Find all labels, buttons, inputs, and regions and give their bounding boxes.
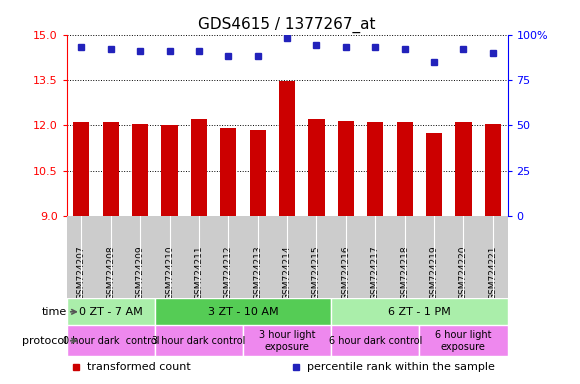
Bar	[367, 122, 383, 216]
Text: 3 hour dark control: 3 hour dark control	[153, 336, 245, 346]
Bar	[419, 325, 508, 356]
Bar	[155, 325, 243, 356]
Bar	[161, 126, 177, 216]
Text: transformed count: transformed count	[86, 362, 190, 372]
Bar	[455, 122, 472, 216]
Text: 6 hour light
exposure: 6 hour light exposure	[435, 330, 492, 352]
Text: 0 ZT - 7 AM: 0 ZT - 7 AM	[79, 307, 143, 317]
Text: 3 ZT - 10 AM: 3 ZT - 10 AM	[208, 307, 278, 317]
Text: 3 hour light
exposure: 3 hour light exposure	[259, 330, 316, 352]
Bar	[243, 325, 331, 356]
Text: 6 ZT - 1 PM: 6 ZT - 1 PM	[388, 307, 451, 317]
Text: 6 hour dark control: 6 hour dark control	[329, 336, 422, 346]
Bar	[155, 298, 331, 325]
Bar	[191, 119, 207, 216]
Bar	[220, 128, 237, 216]
Bar	[67, 298, 155, 325]
Bar	[103, 122, 119, 216]
Text: percentile rank within the sample: percentile rank within the sample	[307, 362, 495, 372]
Bar	[309, 119, 325, 216]
Text: 0 hour dark  control: 0 hour dark control	[63, 336, 159, 346]
Bar	[249, 130, 266, 216]
Bar	[132, 124, 148, 216]
Bar	[485, 124, 501, 216]
Bar	[67, 325, 155, 356]
Text: protocol: protocol	[22, 336, 67, 346]
Bar	[279, 81, 295, 216]
Bar	[338, 121, 354, 216]
Bar	[331, 298, 508, 325]
Bar	[426, 133, 442, 216]
Bar	[397, 122, 413, 216]
Title: GDS4615 / 1377267_at: GDS4615 / 1377267_at	[198, 17, 376, 33]
Bar	[73, 122, 89, 216]
Text: time: time	[42, 307, 67, 317]
Bar	[331, 325, 419, 356]
